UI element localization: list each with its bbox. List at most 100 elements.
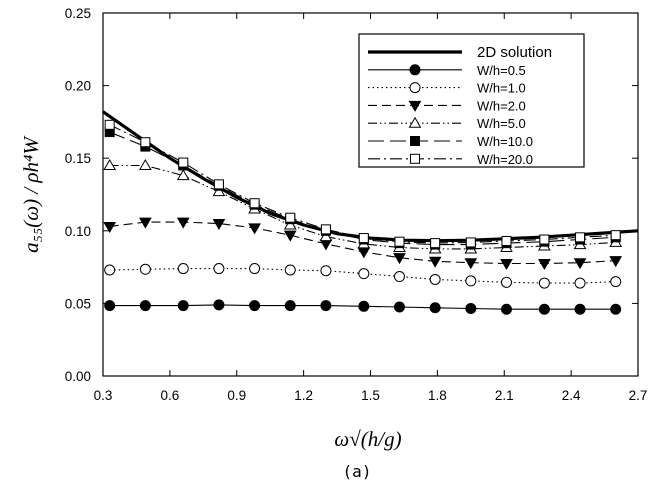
data-point-w-h-0-5: [213, 299, 225, 311]
legend-label-w-h-10-0: W/h=10.0: [477, 134, 533, 149]
data-point-w-h-20-0: [320, 224, 331, 235]
data-point-w-h-2-0: [609, 256, 623, 268]
data-point-w-h-2-0: [176, 217, 190, 229]
data-point-w-h-1-0: [429, 273, 441, 285]
data-point-w-h-0-5: [104, 300, 116, 312]
data-point-w-h-0-5: [500, 303, 512, 315]
data-point-w-h-0-5: [284, 300, 296, 312]
data-point-w-h-2-0: [357, 247, 371, 259]
data-point-w-h-2-0: [573, 258, 587, 270]
axis-ticks: 0.3 0.6 0.9 1.2 1.5 1.8 2.1 2.4 2.7 0.00 0.05 0.10 0…: [65, 6, 648, 403]
data-point-w-h-0-5: [393, 301, 405, 313]
legend-marker-w-h-1-0: [409, 82, 421, 94]
data-point-w-h-5-0: [176, 169, 190, 181]
data-point-w-h-2-0: [319, 239, 333, 251]
y-tick-label: 0.10: [65, 224, 91, 239]
data-point-w-h-2-0: [538, 258, 551, 270]
data-point-w-h-20-0: [140, 137, 151, 148]
data-point-w-h-20-0: [610, 230, 621, 241]
data-point-w-h-2-0: [283, 230, 297, 242]
x-tick-label: 2.4: [562, 388, 581, 403]
data-point-w-h-1-0: [177, 263, 189, 275]
legend-items: 2D solution W/h=0.5 W/h=1.0 W/h=2.0 W/h=5.0 W…: [368, 44, 552, 167]
series-layer: [102, 110, 639, 315]
x-axis-label: ω√(h/g): [334, 427, 401, 451]
figure-caption: (a): [343, 462, 372, 481]
x-tick-label: 0.6: [160, 388, 179, 403]
legend-marker-w-h-10-0: [410, 136, 420, 146]
legend: 2D solution W/h=0.5 W/h=1.0 W/h=2.0 W/h=5.0 W…: [358, 33, 585, 168]
series-w-h-1-0: [104, 263, 622, 289]
data-point-w-h-20-0: [104, 119, 115, 130]
data-point-w-h-20-0: [394, 236, 405, 247]
data-point-w-h-0-5: [358, 300, 370, 312]
data-point-w-h-5-0: [103, 158, 117, 170]
data-point-w-h-20-0: [430, 238, 441, 249]
legend-label-w-h-2-0: W/h=2.0: [477, 98, 526, 113]
data-point-w-h-20-0: [285, 212, 296, 223]
data-point-w-h-1-0: [500, 276, 512, 288]
y-tick-label: 0.05: [65, 296, 91, 311]
data-point-w-h-1-0: [320, 265, 332, 277]
data-point-w-h-2-0: [500, 258, 513, 270]
series-w-h-2-0: [103, 217, 623, 270]
legend-marker-w-h-5-0: [408, 116, 422, 128]
data-point-w-h-1-0: [610, 276, 622, 288]
data-point-w-h-5-0: [283, 218, 297, 230]
data-point-w-h-20-0: [213, 179, 224, 190]
x-tick-label: 0.3: [94, 388, 113, 403]
x-tick-label: 2.7: [629, 388, 648, 403]
data-point-w-h-2-0: [428, 256, 442, 268]
legend-label-2d-solution: 2D solution: [477, 44, 552, 61]
data-point-w-h-20-0: [465, 237, 476, 248]
data-point-w-h-2-0: [103, 221, 117, 233]
x-tick-label: 1.2: [294, 388, 313, 403]
data-point-w-h-0-5: [610, 303, 622, 315]
y-tick-label: 0.20: [65, 79, 91, 94]
data-point-w-h-20-0: [249, 198, 260, 209]
data-point-w-h-1-0: [393, 271, 405, 283]
data-point-w-h-1-0: [104, 264, 116, 276]
legend-box: [358, 33, 585, 168]
data-point-w-h-2-0: [393, 253, 406, 265]
data-point-w-h-20-0: [575, 232, 586, 243]
x-tick-label: 0.9: [227, 388, 246, 403]
data-point-w-h-0-5: [249, 300, 261, 312]
data-point-w-h-0-5: [177, 300, 189, 312]
data-point-w-h-2-0: [138, 217, 152, 229]
data-point-w-h-0-5: [139, 300, 151, 312]
series-w-h-0-5: [104, 299, 622, 315]
legend-label-w-h-1-0: W/h=1.0: [477, 81, 526, 96]
data-point-w-h-20-0: [358, 233, 369, 244]
data-point-w-h-0-5: [429, 302, 441, 314]
x-tick-label: 1.8: [428, 388, 447, 403]
legend-marker-w-h-2-0: [408, 100, 422, 112]
series-w-h-20-0: [104, 119, 621, 249]
data-point-w-h-1-0: [538, 277, 550, 289]
x-tick-label: 1.5: [361, 388, 380, 403]
y-tick-label: 0.25: [65, 6, 91, 21]
data-point-w-h-1-0: [139, 263, 151, 275]
data-point-w-h-1-0: [574, 277, 586, 289]
data-point-w-h-2-0: [212, 219, 226, 231]
data-point-w-h-1-0: [465, 275, 477, 287]
data-point-w-h-0-5: [320, 300, 332, 312]
data-point-w-h-0-5: [574, 303, 586, 315]
data-point-w-h-1-0: [249, 263, 261, 275]
data-point-w-h-1-0: [284, 264, 296, 276]
data-point-w-h-2-0: [464, 258, 478, 270]
data-point-w-h-20-0: [178, 157, 189, 168]
y-tick-label: 0.15: [65, 151, 91, 166]
legend-marker-w-h-20-0: [410, 153, 420, 164]
legend-label-w-h-0-5: W/h=0.5: [477, 63, 526, 78]
data-point-w-h-20-0: [539, 234, 550, 245]
data-point-w-h-5-0: [212, 185, 226, 197]
series-line-w-h-20-0: [109, 124, 616, 244]
y-tick-label: 0.00: [65, 369, 91, 384]
data-point-w-h-0-5: [465, 302, 477, 314]
x-tick-label: 2.1: [495, 388, 514, 403]
data-point-w-h-5-0: [138, 158, 152, 170]
legend-label-w-h-5-0: W/h=5.0: [477, 116, 526, 131]
data-point-w-h-5-0: [319, 230, 333, 242]
